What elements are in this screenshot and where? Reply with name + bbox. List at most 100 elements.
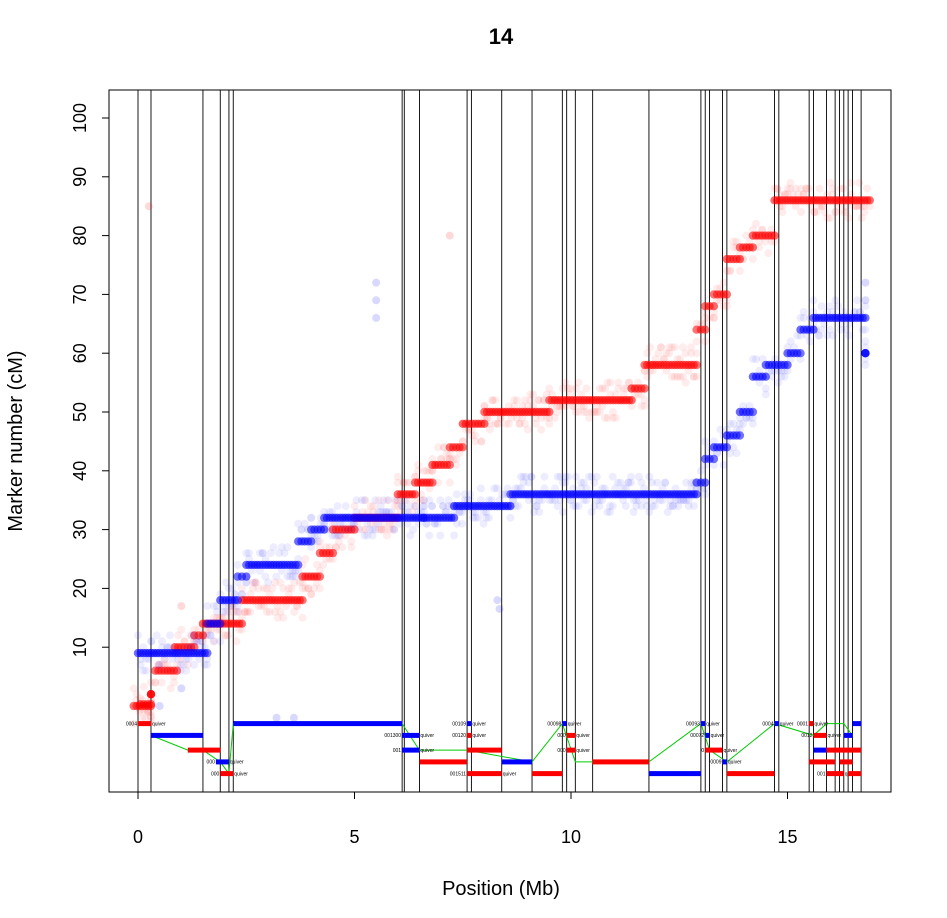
marker-point <box>722 290 732 299</box>
marker-point-spread <box>198 631 207 640</box>
marker-point-spread <box>273 613 282 622</box>
marker-point-spread <box>458 437 467 446</box>
marker-point-spread <box>416 496 425 505</box>
marker-point-spread <box>839 184 848 193</box>
marker-point-outlier <box>272 713 281 722</box>
marker-point-spread <box>206 631 215 640</box>
marker-point-spread <box>147 637 156 646</box>
marker-point-spread <box>203 631 212 640</box>
marker-point-spread <box>488 396 497 405</box>
marker-point <box>640 384 649 393</box>
marker-point-spread <box>405 478 414 487</box>
marker-point-spread <box>722 296 731 305</box>
marker-point-spread <box>260 584 268 593</box>
marker-point-outlier <box>861 296 870 305</box>
contig-label: 00120 <box>452 733 466 739</box>
marker-point-spread <box>352 496 361 505</box>
marker-point <box>783 360 792 370</box>
marker-point-spread <box>861 302 870 311</box>
marker-point-spread <box>425 496 434 505</box>
marker-point-spread <box>283 543 292 552</box>
marker-point-spread <box>271 578 279 587</box>
marker-point-spread <box>222 578 230 587</box>
marker-point-spread <box>434 443 443 452</box>
marker-point-spread <box>445 455 454 463</box>
marker-point-spread <box>297 525 306 534</box>
marker-point-spread <box>271 607 279 616</box>
marker-point-spread <box>761 384 770 393</box>
marker-point-spread <box>237 584 246 593</box>
marker-point-spread <box>468 513 477 522</box>
marker-point <box>480 419 489 428</box>
marker-point-spread <box>534 396 543 405</box>
marker-point-spread <box>290 607 299 616</box>
marker-point-spread <box>240 607 249 616</box>
marker-point-spread <box>479 519 488 528</box>
marker-point-spread <box>558 384 567 393</box>
marker-point-spread <box>804 184 813 193</box>
marker-point-spread <box>585 413 594 422</box>
marker-point-spread <box>471 513 480 522</box>
marker-point-spread <box>294 519 303 528</box>
marker-point-spread <box>221 631 230 640</box>
x-tick-label: 5 <box>349 827 359 847</box>
marker-point-spread <box>322 525 331 534</box>
marker-point-spread <box>561 378 570 387</box>
marker-point <box>701 325 710 334</box>
marker-point-spread <box>696 319 705 328</box>
marker-point-spread <box>336 531 345 540</box>
contig-bar <box>705 747 723 753</box>
marker-point-spread <box>485 425 494 434</box>
marker-point-spread <box>676 372 685 381</box>
marker-point-spread <box>665 343 674 352</box>
marker-point-spread <box>637 478 646 487</box>
marker-point-spread <box>729 243 738 252</box>
marker-point-spread <box>200 660 209 669</box>
marker-point-spread <box>783 184 792 193</box>
marker-point-spread <box>151 678 160 687</box>
marker-point-spread <box>221 631 230 640</box>
marker-point-outlier <box>372 278 381 287</box>
marker-point-spread <box>553 408 562 416</box>
marker-point-spread <box>627 478 635 487</box>
marker-point-spread <box>820 208 829 217</box>
contig-suffix-label: quiver <box>420 733 434 739</box>
marker-point-spread <box>823 331 832 340</box>
marker-point-spread <box>347 543 356 552</box>
marker-point-spread <box>624 478 633 487</box>
marker-point-spread <box>662 349 671 358</box>
marker-point-spread <box>136 706 145 715</box>
marker-point-spread <box>705 449 714 458</box>
marker-point-spread <box>527 472 536 481</box>
contig-bar <box>722 759 727 765</box>
marker-point-spread <box>243 607 252 616</box>
marker-point-spread <box>319 560 328 569</box>
marker-point-spread <box>853 296 862 305</box>
marker-point-spread <box>739 419 748 428</box>
marker-point-spread <box>764 249 773 258</box>
marker-point-spread <box>328 555 337 563</box>
marker-point-spread <box>390 525 399 534</box>
marker-point-spread <box>383 496 391 505</box>
marker-point-spread <box>692 484 701 493</box>
marker-point-spread <box>863 184 872 193</box>
contig-bar <box>532 771 563 777</box>
marker-point-spread <box>288 572 297 581</box>
marker-point-spread <box>842 325 851 334</box>
contig-label: 0001 <box>797 721 808 727</box>
marker-point-spread <box>836 184 845 193</box>
marker-points <box>129 178 874 728</box>
marker-point-spread <box>365 525 374 534</box>
contig-label: 001 <box>817 771 826 777</box>
x-axis: 0 5 10 15 <box>133 791 798 847</box>
marker-point-spread <box>393 472 402 481</box>
contig-bar <box>809 721 814 727</box>
marker-point-spread <box>190 637 199 646</box>
marker-point-spread <box>637 502 646 511</box>
marker-point-spread <box>861 355 870 364</box>
marker-point-spread <box>732 449 741 458</box>
marker-point-spread <box>624 478 633 487</box>
marker-point-spread <box>376 502 385 511</box>
plot-frame <box>108 89 892 793</box>
marker-point-spread <box>812 208 821 217</box>
